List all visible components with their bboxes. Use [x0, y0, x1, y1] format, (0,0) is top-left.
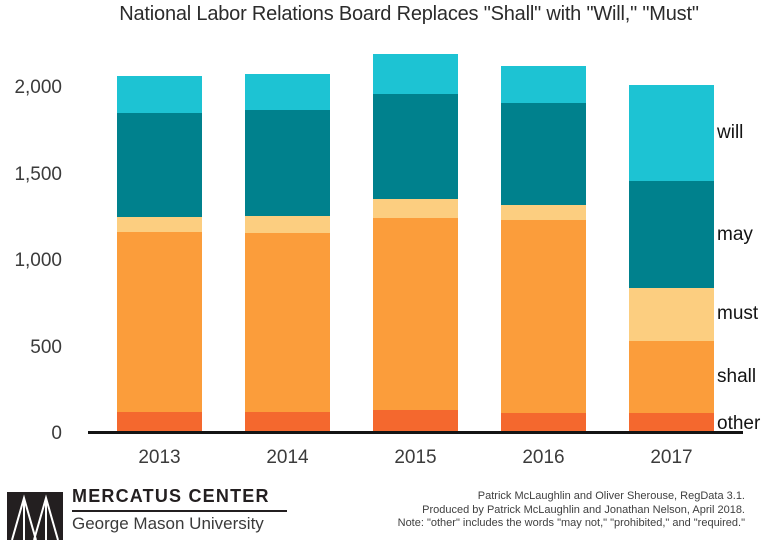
legend-label-will: will: [717, 122, 744, 144]
x-axis-label-2016: 2016: [522, 447, 565, 468]
bar-segment-must-2017: [629, 287, 714, 341]
x-axis-label-2015: 2015: [394, 447, 437, 468]
bar-segment-will-2017: [629, 85, 714, 182]
legend-label-must: must: [717, 303, 759, 325]
bar-segment-other-2015: [373, 409, 458, 434]
legend-label-other: other: [717, 412, 761, 434]
brand-divider: [72, 510, 287, 512]
legend-label-may: may: [717, 223, 753, 245]
bar-segment-other-2017: [629, 413, 714, 434]
bar-segment-will-2016: [501, 66, 586, 103]
bar-segment-may-2013: [117, 113, 202, 217]
chart-title: National Labor Relations Board Replaces …: [119, 3, 699, 25]
plot-area: 2013 2014 2015 2016 2017 0 500 1,000 1,500 2,000 o…: [14, 54, 761, 468]
y-axis-label-500: 500: [30, 336, 62, 358]
bar-segment-may-2015: [373, 94, 458, 199]
credit-line-source: Patrick McLaughlin and Oliver Sherouse, …: [477, 490, 745, 502]
bar-segment-will-2014: [245, 74, 330, 110]
bar-segment-other-2013: [117, 411, 202, 434]
credit-line-note: Note: "other" includes the words "may no…: [397, 517, 745, 529]
bar-segment-may-2014: [245, 109, 330, 217]
x-axis-label-2017: 2017: [650, 447, 693, 468]
bar-segment-may-2017: [629, 181, 714, 288]
brand-subtitle: George Mason University: [72, 514, 264, 533]
y-axis-label-2000: 2,000: [14, 77, 62, 98]
bar-segment-must-2014: [245, 216, 330, 234]
bar-segment-may-2016: [501, 102, 586, 205]
bar-segment-shall-2017: [629, 340, 714, 414]
bar-segment-must-2015: [373, 198, 458, 218]
x-axis-label-2013: 2013: [138, 447, 181, 468]
bar-segment-shall-2014: [245, 233, 330, 412]
brand-name: MERCATUS CENTER: [72, 486, 270, 506]
credits-block: Patrick McLaughlin and Oliver Sherouse, …: [398, 490, 745, 531]
y-axis-label-0: 0: [51, 423, 62, 444]
bar-segment-shall-2013: [117, 232, 202, 412]
mercatus-logo-icon: [7, 492, 63, 540]
brand-block: MERCATUS CENTER George Mason University: [72, 486, 297, 534]
bar-segment-must-2016: [501, 204, 586, 221]
y-axis-label-1500: 1,500: [14, 163, 62, 185]
legend-label-shall: shall: [717, 365, 757, 387]
bar-segment-shall-2016: [501, 220, 586, 414]
x-axis-line: [88, 431, 743, 434]
x-axis-label-2014: 2014: [266, 447, 309, 468]
footer: MERCATUS CENTER George Mason University …: [0, 475, 768, 540]
bar-segment-other-2016: [501, 413, 586, 434]
y-axis-label-1000: 1,000: [14, 250, 62, 271]
bar-segment-must-2013: [117, 216, 202, 233]
bar-segment-other-2014: [245, 411, 330, 434]
bar-segment-will-2013: [117, 75, 202, 114]
bar-segment-shall-2015: [373, 217, 458, 410]
credit-line-produced: Produced by Patrick McLaughlin and Jonat…: [422, 503, 745, 516]
bar-segment-will-2015: [373, 54, 458, 95]
